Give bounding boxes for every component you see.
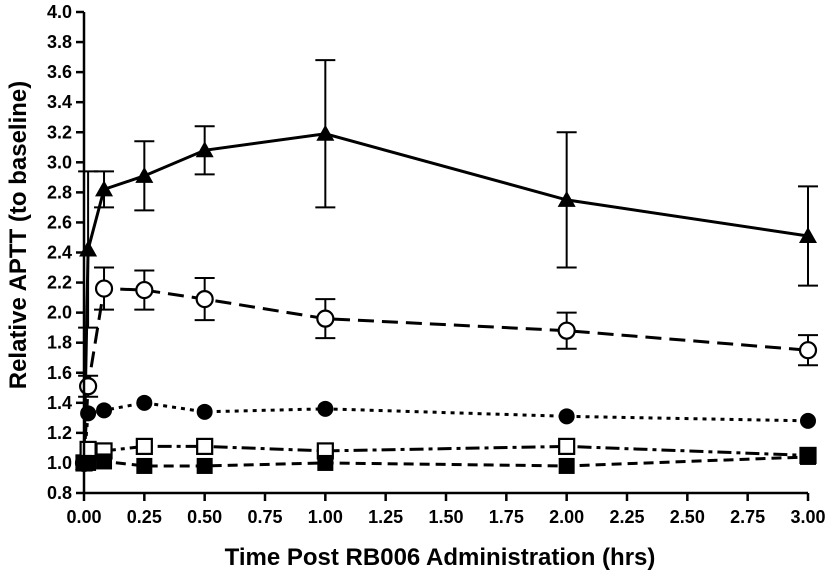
data-point xyxy=(557,190,576,207)
data-point xyxy=(80,405,97,422)
series-3 xyxy=(76,394,816,471)
y-tick-label: 1.0 xyxy=(47,453,72,473)
data-point xyxy=(79,240,98,257)
x-tick-label: 0.00 xyxy=(66,507,101,527)
x-axis: 0.00 0.25 0.50 0.75 1.00 1.25 1.50 1.75 2.00 2.25… xyxy=(66,491,826,527)
data-point xyxy=(135,437,153,456)
data-point xyxy=(135,280,154,300)
x-tick-label: 1.50 xyxy=(428,507,463,527)
data-point xyxy=(558,457,575,474)
data-point xyxy=(800,448,816,465)
y-tick-label: 1.6 xyxy=(47,363,72,383)
data-point xyxy=(316,124,335,141)
y-axis: 0.8 1.0 1.2 1.4 1.6 1.8 2.0 2.2 2.4 2.6 2.8 3.0 3.2 3… xyxy=(47,2,86,503)
x-tick-label: 3.00 xyxy=(790,507,825,527)
data-point xyxy=(558,408,575,425)
x-tick-label: 2.25 xyxy=(609,507,644,527)
data-point xyxy=(558,437,576,456)
data-point xyxy=(96,402,113,419)
data-point xyxy=(79,377,98,396)
y-tick-label: 2.0 xyxy=(47,303,72,323)
data-point xyxy=(798,341,818,360)
y-tick-label: 1.2 xyxy=(47,423,72,443)
data-point xyxy=(136,394,153,411)
y-axis-title: Relative APTT (to baseline) xyxy=(5,81,32,390)
series-line xyxy=(82,401,809,464)
y-tick-label: 3.2 xyxy=(47,122,72,142)
y-tick-label: 4.0 xyxy=(47,2,72,22)
data-point xyxy=(196,437,214,456)
data-point xyxy=(557,321,576,340)
data-point xyxy=(196,403,213,420)
series-5 xyxy=(76,448,816,474)
data-point xyxy=(317,454,334,471)
y-tick-label: 2.8 xyxy=(47,182,72,202)
data-point xyxy=(317,400,334,417)
x-tick-label: 1.00 xyxy=(308,507,343,527)
x-tick-label: 1.25 xyxy=(368,507,403,527)
x-tick-label: 2.00 xyxy=(549,507,584,527)
data-point xyxy=(799,226,817,243)
series-line xyxy=(82,132,809,463)
y-tick-label: 3.8 xyxy=(47,32,72,52)
data-point xyxy=(195,289,214,309)
data-point xyxy=(135,166,154,183)
series-line xyxy=(84,455,809,468)
y-tick-label: 2.2 xyxy=(47,273,72,293)
y-tick-label: 0.8 xyxy=(47,483,72,503)
y-tick-label: 2.6 xyxy=(47,212,72,232)
data-point xyxy=(196,457,213,474)
x-tick-label: 0.75 xyxy=(247,507,282,527)
x-axis-title: Time Post RB006 Administration (hrs) xyxy=(225,544,656,571)
data-point xyxy=(195,141,214,158)
data-point xyxy=(95,180,114,197)
y-tick-label: 3.6 xyxy=(47,62,72,82)
x-tick-label: 0.50 xyxy=(187,507,222,527)
data-point xyxy=(800,412,816,429)
data-point xyxy=(94,279,114,298)
plot-area xyxy=(74,59,818,474)
series-line xyxy=(82,287,809,464)
data-point xyxy=(316,309,335,328)
x-tick-label: 2.50 xyxy=(670,507,705,527)
y-tick-label: 1.8 xyxy=(47,333,72,353)
series-2 xyxy=(74,266,818,473)
series-line xyxy=(82,444,809,464)
y-tick-label: 2.4 xyxy=(47,243,72,263)
y-tick-label: 1.4 xyxy=(47,393,72,413)
x-tick-label: 1.75 xyxy=(489,507,524,527)
y-tick-label: 3.4 xyxy=(47,92,72,112)
y-tick-label: 3.0 xyxy=(47,152,72,172)
data-point xyxy=(136,457,153,474)
x-tick-label: 0.25 xyxy=(127,507,162,527)
x-tick-label: 2.75 xyxy=(730,507,765,527)
series-1 xyxy=(75,59,818,470)
data-point xyxy=(96,453,113,470)
